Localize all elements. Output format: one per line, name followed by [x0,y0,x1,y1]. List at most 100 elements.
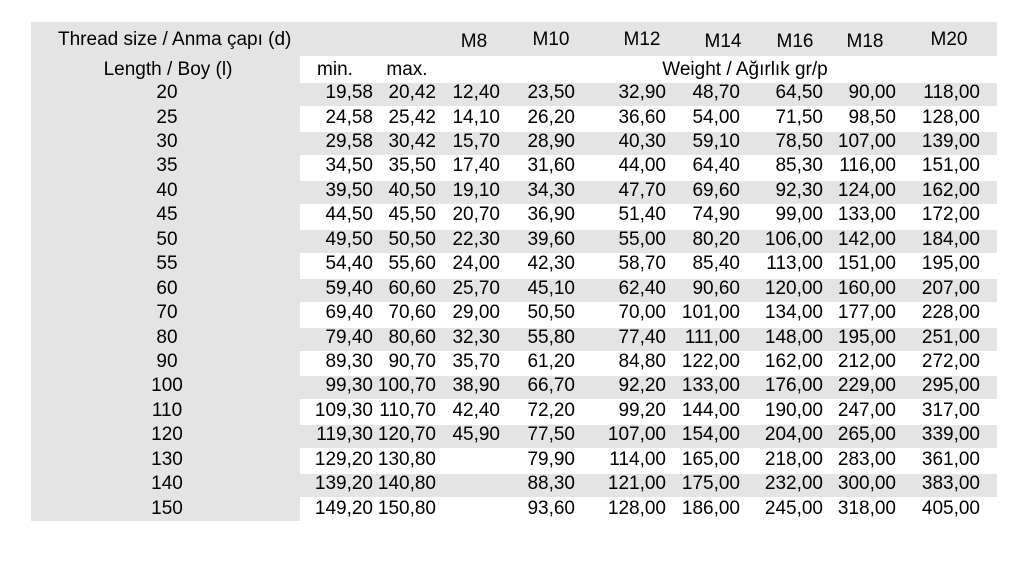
weight-cell-m12: 32,90 [618,82,666,103]
weight-cell-m14: 59,10 [692,130,740,152]
weight-cell-m20: 228,00 [921,302,980,323]
max-cell: 100,70 [377,375,436,397]
weight-cell-m12: 114,00 [609,448,666,470]
weight-cell-m18: 90,00 [848,82,896,103]
weight-cell-m20: 207,00 [921,277,980,299]
weight-cell-m14: 64,40 [692,155,740,177]
weight-cell-m18: 160,00 [837,277,896,299]
row-stripe [300,229,997,253]
max-cell: 110,70 [379,399,436,421]
weight-cell-m16: 134,00 [764,302,823,323]
weight-cell-m8: 32,30 [452,326,500,348]
max-cell: 90,70 [388,350,436,372]
thread-size-label: Thread size / Anma çapı (d) [58,29,292,50]
max-cell: 150,80 [377,497,436,519]
weight-cell-m16: 85,30 [775,155,823,177]
header-band [31,22,997,56]
size-header-m16: M16 [776,31,814,52]
weight-cell-m20: 405,00 [921,497,980,519]
weight-cell-m10: 72,20 [527,399,575,421]
weight-cell-m12: 128,00 [607,497,666,519]
weight-cell-m18: 212,00 [837,350,896,372]
weight-cell-m10: 50,50 [527,302,575,323]
weight-cell-m20: 295,00 [921,375,980,397]
weight-cell-m12: 40,30 [618,130,666,152]
weight-cell-m20: 272,00 [921,350,980,372]
length-cell: 35 [156,155,178,177]
weight-cell-m10: 55,80 [527,326,575,348]
row-stripe [300,180,997,204]
max-cell: 55,60 [388,253,436,275]
min-cell: 129,20 [314,448,373,470]
weight-cell-m16: 218,00 [764,448,823,470]
length-cell: 70 [156,302,178,323]
weight-cell-m16: 113,00 [766,253,823,275]
weight-cell-m14: 175,00 [681,473,740,495]
weight-cell-m20: 151,00 [921,155,980,177]
weight-cell-m8 [420,449,500,471]
row-stripe [300,327,997,351]
weight-cell-m10: 61,20 [527,350,575,372]
weight-cell-m12: 36,60 [618,106,666,128]
weight-cell-m18: 265,00 [837,424,896,446]
weight-cell-m14: 165,00 [681,448,740,470]
min-cell: 79,40 [325,326,373,348]
weight-cell-m10: 77,50 [527,424,575,446]
length-cell: 150 [151,497,183,519]
max-cell: 45,50 [388,204,436,226]
weight-cell-m16: 78,50 [775,130,823,152]
min-cell: 109,30 [314,399,373,421]
weight-cell-m10: 23,50 [527,82,575,103]
min-cell: 139,20 [314,473,373,495]
weight-cell-m10: 28,90 [527,130,575,152]
row-stripe [300,131,997,155]
max-cell: 140,80 [377,473,436,495]
weight-cell-m12: 70,00 [618,302,666,323]
length-cell: 80 [156,326,178,348]
weight-cell-m8: 42,40 [452,399,500,421]
weight-cell-m18: 195,00 [837,326,896,348]
length-cell: 45 [156,204,178,226]
weight-cell-m18: 124,00 [837,179,896,201]
weight-cell-m8: 35,70 [452,350,500,372]
length-cell: 55 [156,253,178,275]
weight-cell-m8: 19,10 [452,179,500,201]
weight-cell-m8: 14,10 [452,106,500,128]
weight-cell-m14: 48,70 [692,82,740,103]
weight-cell-m18: 177,00 [837,302,896,323]
weight-cell-m16: 176,00 [764,375,823,397]
weight-cell-m12: 77,40 [618,326,666,348]
weight-cell-m14: 122,00 [681,350,740,372]
row-stripe [300,278,997,302]
max-cell: 20,42 [388,82,436,103]
min-cell: 149,20 [314,497,373,519]
weight-cell-m20: 128,00 [921,106,980,128]
weight-cell-m14: 154,00 [681,424,740,446]
weight-cell-m10: 42,30 [527,253,575,275]
min-cell: 49,50 [325,228,373,250]
max-cell: 50,50 [388,228,436,250]
row-stripe [300,425,997,449]
weight-cell-m16: 92,30 [775,179,823,201]
min-cell: 99,30 [325,375,373,397]
weight-cell-m8: 45,90 [452,424,500,446]
weight-cell-m16: 64,50 [775,82,823,103]
weight-cell-m8: 22,30 [452,228,500,250]
length-cell: 120 [151,424,183,446]
weight-cell-m14: 101,00 [681,302,740,323]
weight-label: Weight / Ağırlık gr/p [662,59,828,80]
weight-cell-m20: 118,00 [923,82,980,103]
weight-cell-m12: 92,20 [618,375,666,397]
weight-cell-m10: 79,90 [527,448,575,470]
length-cell: 50 [156,228,178,250]
weight-cell-m20: 251,00 [921,326,980,348]
weight-cell-m18: 300,00 [837,473,896,495]
length-cell: 25 [156,106,178,128]
size-header-m8: M8 [460,31,488,52]
weight-cell-m18: 98,50 [848,106,896,128]
weight-cell-m16: 232,00 [764,473,823,495]
max-cell: 30,42 [388,130,436,152]
min-cell: 29,58 [325,130,373,152]
weight-cell-m8: 25,70 [452,277,500,299]
